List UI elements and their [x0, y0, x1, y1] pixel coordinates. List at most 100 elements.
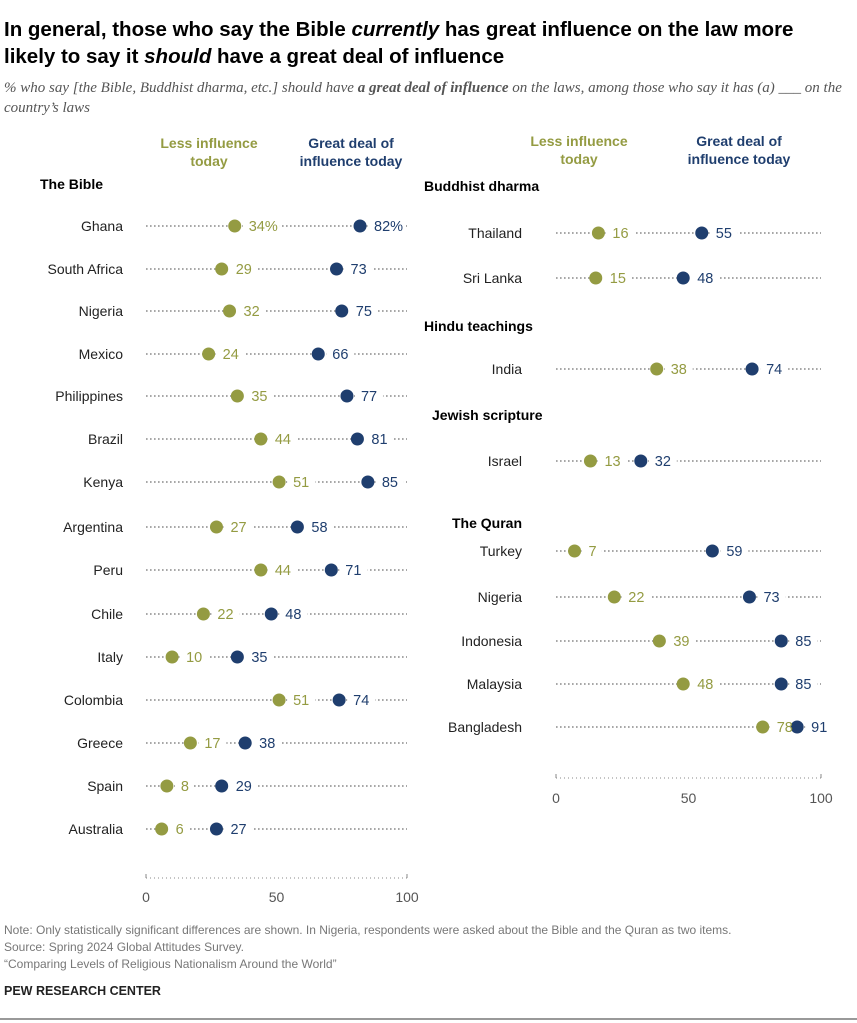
country-label: Spain [87, 778, 123, 794]
footer-source: Source: Spring 2024 Global Attitudes Sur… [4, 940, 244, 954]
great-influence-dot [361, 475, 375, 489]
chart-title: In general, those who say the Bible curr… [4, 16, 844, 70]
label-gap [229, 261, 258, 277]
less-influence-dot [155, 822, 169, 836]
country-label: Philippines [55, 388, 123, 404]
country-label: Ghana [81, 218, 123, 234]
less-value-label: 16 [612, 226, 628, 242]
less-influence-dot [650, 362, 664, 376]
great-influence-dot [350, 432, 364, 446]
country-label: Italy [97, 649, 123, 665]
great-influence-dot [330, 262, 344, 276]
great-influence-dot [311, 347, 325, 361]
great-influence-dot [335, 304, 349, 318]
less-value-label: 29 [236, 262, 252, 278]
label-gap [789, 676, 818, 692]
label-gap [326, 346, 355, 362]
country-label: Nigeria [478, 589, 523, 605]
label-gap [169, 821, 189, 837]
great-influence-dot [290, 520, 304, 534]
great-influence-dot [705, 544, 719, 558]
title-emphasis: should [144, 45, 212, 68]
label-gap [198, 735, 227, 751]
label-gap [216, 346, 245, 362]
less-influence-dot [583, 454, 597, 468]
group-header: Buddhist dharma [424, 178, 539, 194]
label-gap [224, 821, 253, 837]
less-value-label: 38 [671, 362, 687, 378]
label-gap [365, 431, 394, 447]
legend-less-line: Less influence [160, 135, 257, 151]
legend-great: Great deal of influence today [300, 135, 403, 169]
group-header: Jewish scripture [432, 407, 543, 423]
less-value-label: 27 [230, 520, 246, 536]
label-gap [344, 261, 373, 277]
great-influence-dot [634, 454, 648, 468]
footer-note: Note: Only statistically significant dif… [4, 923, 732, 937]
less-influence-dot [568, 544, 582, 558]
less-influence-dot [209, 520, 223, 534]
less-value-label: 24 [223, 347, 239, 363]
brand-logo-text: PEW RESEARCH CENTER [4, 984, 161, 998]
label-gap [174, 778, 194, 794]
less-influence-dot [254, 432, 268, 446]
less-influence-dot [676, 677, 690, 691]
great-value-label: 32 [655, 454, 671, 470]
great-value-label: 35 [251, 650, 267, 666]
less-influence-dot [160, 779, 174, 793]
less-influence-dot [756, 720, 770, 734]
great-value-label: 27 [230, 822, 246, 838]
label-gap [180, 649, 209, 665]
label-gap [339, 562, 368, 578]
great-value-label: 71 [345, 563, 361, 579]
label-gap [211, 606, 240, 622]
less-value-label: 34% [249, 219, 278, 235]
less-influence-dot [223, 304, 237, 318]
label-gap [789, 633, 818, 649]
great-value-label: 74 [353, 693, 369, 709]
great-value-label: 29 [236, 779, 252, 795]
great-value-label: 48 [285, 607, 301, 623]
less-influence-dot [272, 693, 286, 707]
less-value-label: 13 [604, 454, 620, 470]
country-label: Kenya [83, 474, 123, 490]
legend-less-line: Less influence [530, 133, 627, 149]
less-value-label: 7 [589, 544, 597, 560]
legend-less: Less influence today [160, 135, 257, 169]
great-influence-dot [215, 779, 229, 793]
less-value-label: 32 [244, 304, 260, 320]
title-part: has great influence on the law more like… [4, 18, 794, 68]
great-value-label: 66 [332, 347, 348, 363]
country-label: Turkey [480, 543, 522, 559]
less-value-label: 51 [293, 475, 309, 491]
less-influence-dot [230, 389, 244, 403]
legend-less-line: today [190, 153, 228, 169]
country-label: Malaysia [467, 676, 522, 692]
label-gap [375, 474, 404, 490]
label-gap [349, 303, 378, 319]
great-value-label: 74 [766, 362, 782, 378]
less-value-label: 48 [697, 677, 713, 693]
country-label: Bangladesh [448, 719, 522, 735]
label-gap [648, 453, 677, 469]
label-gap [368, 218, 406, 234]
legend-great-line: Great deal of [696, 133, 782, 149]
country-label: Greece [77, 735, 123, 751]
label-gap [242, 218, 280, 234]
label-gap [253, 735, 282, 751]
title-part: have a great deal of influence [211, 45, 505, 68]
label-gap [606, 225, 635, 241]
less-influence-dot [589, 271, 603, 285]
less-value-label: 15 [610, 271, 626, 287]
group-header: Hindu teachings [424, 318, 533, 334]
label-gap [757, 589, 786, 605]
label-gap [287, 474, 316, 490]
great-value-label: 58 [311, 520, 327, 536]
less-influence-dot [607, 590, 621, 604]
label-gap [691, 270, 720, 286]
label-gap [268, 431, 297, 447]
country-label: Colombia [64, 692, 123, 708]
country-label: Israel [488, 453, 522, 469]
less-value-label: 22 [628, 590, 644, 606]
